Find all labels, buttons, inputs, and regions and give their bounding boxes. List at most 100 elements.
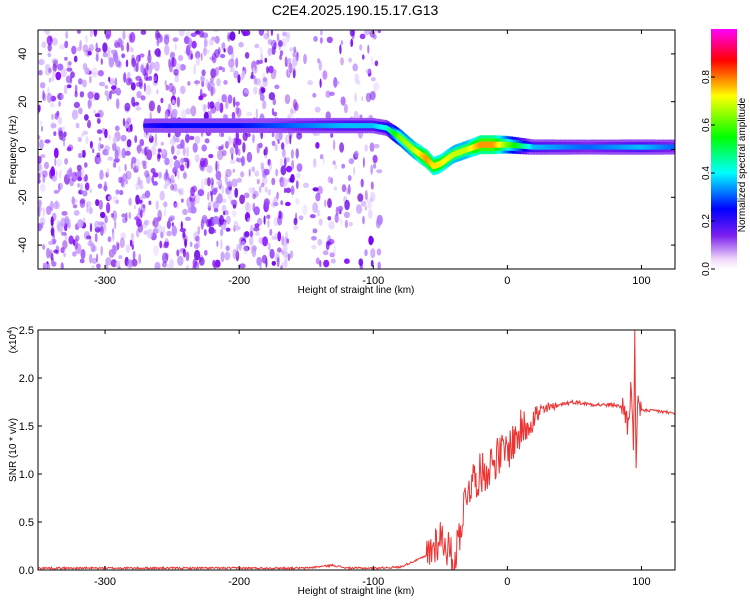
colorbar-tick-label: 0.8 (701, 70, 712, 84)
spectrogram-noise-cell (285, 201, 291, 207)
spectrogram-noise-cell (173, 68, 179, 76)
spectrogram-noise-cell (64, 232, 68, 241)
spectrogram-noise-cell (206, 165, 213, 174)
spectrogram-noise-cell (224, 210, 229, 216)
spectrogram-noise-cell (183, 234, 188, 244)
spectrogram-noise-cell (220, 251, 225, 263)
spectrogram-noise-cell (218, 146, 223, 151)
spectrogram-noise-cell (293, 217, 298, 226)
spectrogram-noise-cell (333, 245, 336, 256)
spectrogram-noise-cell (224, 140, 229, 149)
snr-y-tick-label: 2.0 (19, 373, 34, 385)
spectrogram-noise-cell (365, 69, 371, 74)
spectrogram-noise-cell (114, 41, 121, 48)
spectrogram-noise-cell (63, 252, 66, 258)
spectrogram-noise-cell (122, 118, 126, 127)
colorbar-label: Normalized spectral amplitude (737, 97, 748, 232)
spectrogram-noise-cell (278, 178, 284, 183)
snr-x-tick-label: 100 (632, 576, 650, 588)
spectrogram-noise-cell (38, 161, 41, 172)
spectrogram-noise-cell (204, 138, 210, 144)
spectrogram-noise-cell (79, 91, 85, 98)
spectrogram-noise-cell (76, 30, 81, 34)
spectrogram-noise-cell (80, 182, 83, 193)
spectrogram-noise-cell (104, 215, 108, 224)
spectrogram-noise-cell (248, 168, 251, 177)
spectrogram-noise-cell (325, 90, 331, 98)
spectrogram-noise-cell (53, 201, 60, 210)
spectrogram-noise-cell (348, 57, 352, 63)
spectrogram-noise-cell (56, 158, 63, 167)
spectrogram-noise-cell (38, 69, 43, 76)
spectrogram-noise-cell (264, 186, 268, 193)
snr-y-tick-label: 1.0 (19, 469, 34, 481)
spectrogram-noise-cell (50, 123, 57, 129)
spectrogram-noise-cell (271, 177, 276, 186)
spectrogram-noise-cell (120, 134, 127, 142)
spectrogram-noise-cell (174, 43, 177, 51)
spectrogram-noise-cell (158, 49, 161, 58)
spectrogram-noise-cell (144, 219, 150, 226)
spectrogram-noise-cell (197, 189, 205, 197)
spectrogram-noise-cell (138, 199, 143, 204)
spectrogram-noise-cell (73, 101, 80, 109)
spectrogram-noise-cell (271, 140, 276, 147)
spectrogram-noise-cell (70, 71, 75, 79)
spectrogram-noise-cell (124, 102, 131, 112)
spectrogram-noise-cell (229, 31, 236, 41)
spectrogram-noise-cell (174, 202, 180, 209)
spectrogram-noise-cell (163, 208, 167, 217)
spectrogram-noise-cell (38, 104, 41, 113)
spectrogram-noise-cell (276, 191, 279, 200)
spectrogram-noise-cell (176, 249, 180, 257)
spectrogram-noise-cell (290, 149, 294, 159)
spectrogram-noise-cell (63, 84, 68, 95)
spectrogram-noise-cell (159, 240, 163, 249)
spectrogram-noise-cell (182, 208, 188, 216)
spectrogram-noise-cell (91, 67, 98, 76)
spectrogram-noise-cell (295, 54, 299, 62)
spectrogram-noise-cell (67, 144, 74, 151)
spectrogram-noise-cell (341, 184, 347, 193)
spectrogram-noise-cell (244, 201, 250, 212)
spectrogram-noise-cell (318, 60, 322, 71)
spectrogram-noise-cell (296, 131, 303, 140)
spectrogram-noise-cell (296, 163, 303, 172)
spectrogram-noise-cell (66, 169, 72, 179)
spectrogram-noise-cell (256, 143, 260, 154)
spectrogram-noise-cell (93, 30, 98, 37)
spectrogram-noise-cell (82, 62, 88, 71)
spectrogram-noise-cell (369, 142, 375, 152)
spectrogram-noise-cell (40, 183, 46, 192)
spectrogram-noise-cell (281, 249, 285, 255)
spectrogram-noise-cell (353, 166, 356, 176)
spectrogram-noise-cell (377, 261, 381, 269)
spectrogram-noise-cell (369, 30, 375, 38)
spectrogram-noise-cell (108, 76, 111, 83)
spectrogram-noise-cell (281, 262, 284, 268)
spectrogram-noise-cell (47, 43, 52, 52)
spectrogram-noise-cell (185, 135, 190, 143)
spectrogram-noise-cell (213, 30, 219, 33)
spectrogram-noise-cell (343, 211, 350, 218)
spectrogram-noise-cell (75, 235, 80, 242)
spectrogram-noise-cell (110, 213, 115, 218)
spectrogram-noise-cell (59, 169, 62, 179)
spectrogram-noise-cell (203, 38, 208, 48)
spectrogram-noise-cell (82, 130, 89, 136)
spectrogram-noise-cell (129, 239, 133, 247)
spectrogram-noise-cell (367, 201, 372, 209)
spectrogram-noise-cell (332, 139, 336, 151)
spectrogram-noise-cell (62, 139, 66, 147)
spectrogram-noise-cell (131, 244, 134, 250)
spectrogram-noise-cell (173, 201, 178, 208)
frequency-track-cell (672, 144, 675, 150)
spectrogram-noise-cell (57, 63, 64, 71)
spectrogram-noise-cell (163, 240, 169, 249)
snr-x-tick-label: -100 (362, 576, 384, 588)
spectrogram-noise-cell (253, 77, 258, 85)
spectrogram-noise-cell (235, 156, 239, 162)
spectrogram-noise-cell (267, 158, 271, 166)
spectrogram-noise-cell (214, 67, 219, 77)
